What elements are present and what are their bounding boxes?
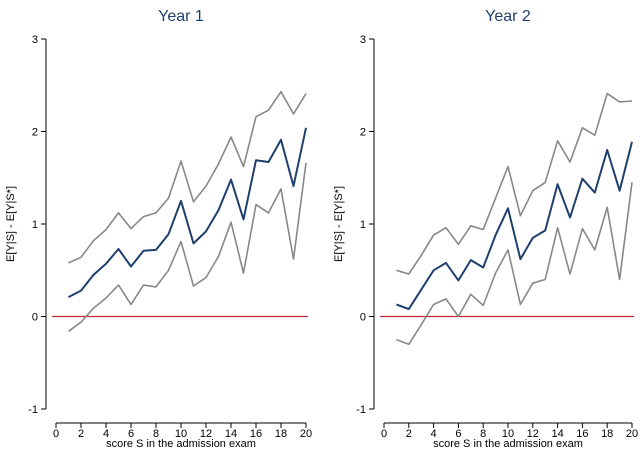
x-tick-label: 2: [406, 428, 412, 440]
x-tick-label: 8: [153, 428, 159, 440]
y-tick-label: -1: [356, 404, 366, 416]
x-tick-label: 14: [551, 428, 563, 440]
x-tick-label: 20: [626, 428, 638, 440]
x-tick-label: 6: [128, 428, 134, 440]
x-tick-label: 0: [381, 428, 387, 440]
y-axis-label: E[Y|S] - E[Y|S*]: [5, 186, 17, 262]
x-tick-label: 12: [200, 428, 212, 440]
x-tick-label: 8: [480, 428, 486, 440]
lower-bound-line: [396, 182, 633, 346]
x-tick-label: 18: [601, 428, 613, 440]
estimate-line: [68, 127, 307, 298]
x-tick-label: 20: [300, 428, 312, 440]
x-tick-label: 12: [527, 428, 539, 440]
x-tick-label: 16: [250, 428, 262, 440]
y-axis-label: E[Y|S] - E[Y|S*]: [333, 186, 345, 262]
x-tick-label: 16: [576, 428, 588, 440]
y-tick-label: 2: [360, 127, 366, 139]
upper-bound-line: [68, 90, 307, 264]
x-axis-label: score S in the admission exam: [106, 438, 256, 450]
estimate-line: [396, 141, 633, 311]
y-tick-label: -1: [28, 404, 38, 416]
x-tick-label: 4: [103, 428, 109, 440]
x-axis-label: score S in the admission exam: [433, 438, 583, 450]
y-tick-label: 3: [360, 34, 366, 46]
x-tick-label: 0: [53, 428, 59, 440]
y-tick-label: 1: [360, 219, 366, 231]
y-tick-label: 2: [32, 127, 38, 139]
y-tick-label: 0: [32, 312, 38, 324]
y-tick-label: 3: [32, 34, 38, 46]
x-tick-label: 10: [502, 428, 514, 440]
x-tick-label: 2: [78, 428, 84, 440]
y-tick-label: 0: [360, 312, 366, 324]
x-tick-label: 6: [455, 428, 461, 440]
panel-title: Year 2: [485, 8, 531, 25]
y-tick-label: 1: [32, 219, 38, 231]
upper-bound-line: [396, 92, 633, 275]
x-tick-label: 14: [225, 428, 237, 440]
x-tick-label: 10: [175, 428, 187, 440]
panel-title: Year 1: [158, 8, 204, 25]
lower-bound-line: [68, 162, 307, 332]
x-tick-label: 4: [431, 428, 437, 440]
x-tick-label: 18: [275, 428, 287, 440]
